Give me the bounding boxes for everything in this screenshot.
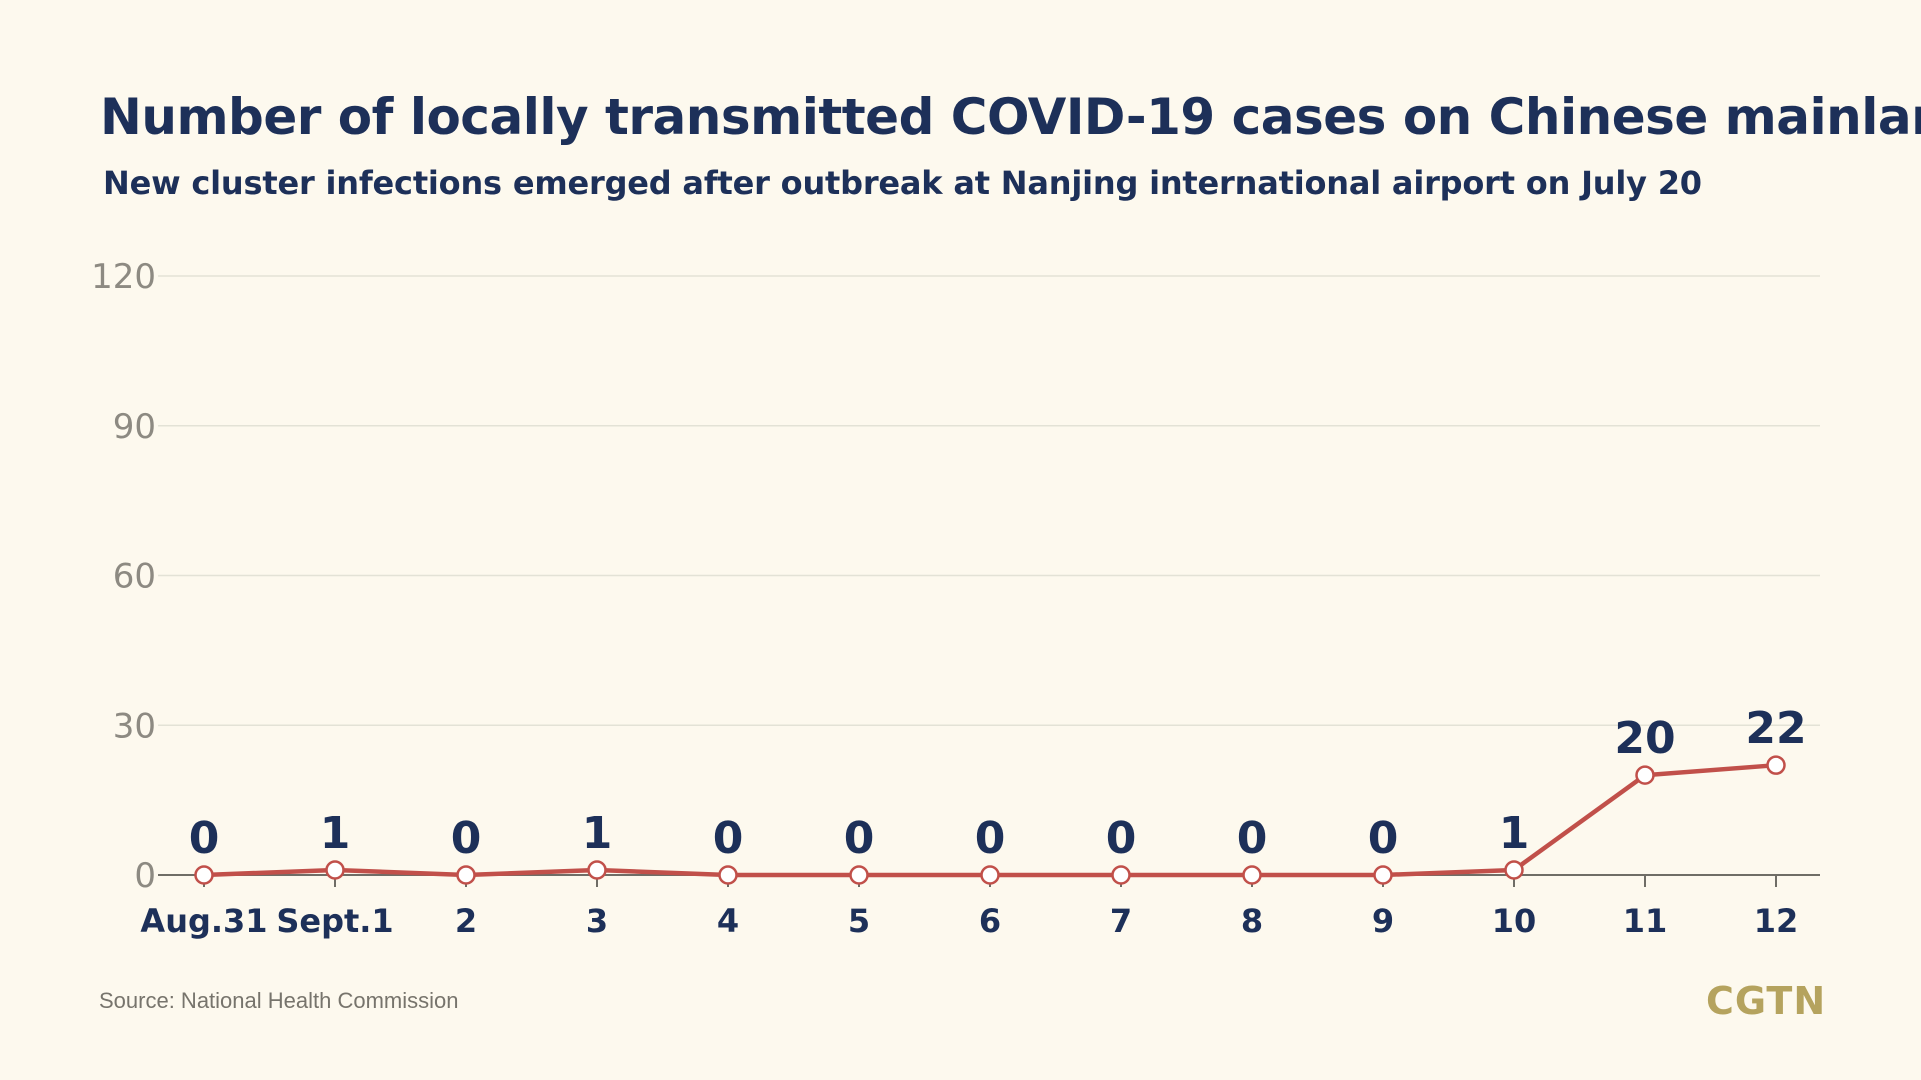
x-tick-label: Aug.31 — [140, 902, 267, 940]
data-label: 0 — [189, 813, 220, 864]
x-tick-label: 10 — [1492, 902, 1537, 940]
data-point — [1766, 755, 1786, 775]
data-point — [980, 865, 1000, 885]
data-label: 0 — [844, 813, 875, 864]
data-label: 0 — [975, 813, 1006, 864]
data-label: 0 — [713, 813, 744, 864]
x-tick-label: 12 — [1754, 902, 1799, 940]
chart-subtitle: New cluster infections emerged after out… — [103, 164, 1702, 202]
data-point — [1242, 865, 1262, 885]
x-tick-label: 11 — [1623, 902, 1668, 940]
x-tick-label: 8 — [1241, 902, 1263, 940]
source-note: Source: National Health Commission — [99, 988, 459, 1013]
data-label: 20 — [1614, 713, 1675, 764]
y-tick-label: 30 — [113, 706, 156, 746]
data-label: 0 — [1106, 813, 1137, 864]
data-point — [849, 865, 869, 885]
x-tick-label: Sept.1 — [276, 902, 393, 940]
data-label: 22 — [1745, 703, 1806, 754]
y-tick-label: 90 — [113, 407, 156, 447]
data-label: 0 — [1237, 813, 1268, 864]
x-tick-label: 6 — [979, 902, 1001, 940]
y-tick-label: 0 — [134, 856, 156, 896]
data-label: 1 — [1499, 808, 1530, 859]
cgtn-logo: CGTN — [1706, 979, 1827, 1023]
data-label: 0 — [1368, 813, 1399, 864]
data-label: 1 — [582, 808, 613, 859]
data-point — [718, 865, 738, 885]
x-tick-label: 9 — [1372, 902, 1394, 940]
data-point — [587, 860, 607, 880]
chart-title: Number of locally transmitted COVID-19 c… — [100, 88, 1921, 146]
data-point — [325, 860, 345, 880]
data-point — [194, 865, 214, 885]
x-tick-label: 7 — [1110, 902, 1132, 940]
data-point — [1373, 865, 1393, 885]
data-label: 0 — [451, 813, 482, 864]
x-tick-label: 2 — [455, 902, 477, 940]
y-tick-label: 120 — [91, 257, 156, 297]
data-point — [456, 865, 476, 885]
x-tick-label: 3 — [586, 902, 608, 940]
y-tick-label: 60 — [113, 557, 156, 597]
data-point — [1111, 865, 1131, 885]
x-tick-label: 5 — [848, 902, 870, 940]
data-label: 1 — [320, 808, 351, 859]
x-tick-label: 4 — [717, 902, 739, 940]
data-point — [1504, 860, 1524, 880]
data-point — [1635, 765, 1655, 785]
